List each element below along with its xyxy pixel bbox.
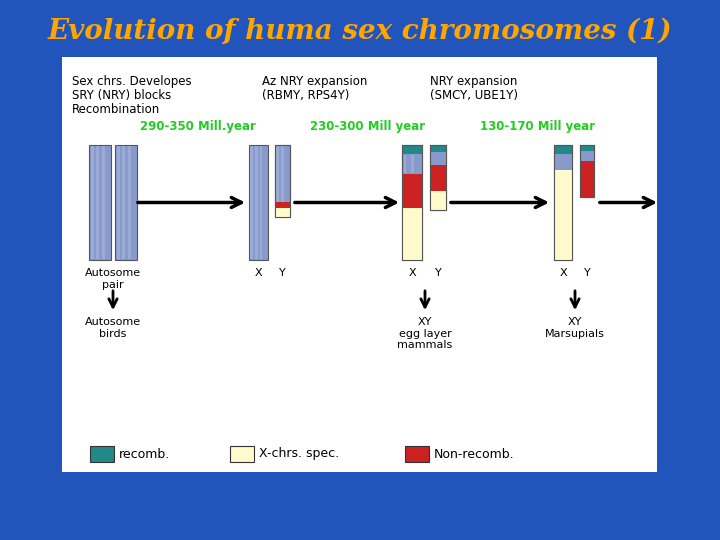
Bar xyxy=(248,145,268,260)
Bar xyxy=(89,145,111,260)
Bar xyxy=(402,145,422,260)
Text: XY
Marsupials: XY Marsupials xyxy=(545,317,605,339)
Bar xyxy=(115,145,137,260)
Bar xyxy=(430,145,446,210)
Bar xyxy=(276,146,279,216)
Bar xyxy=(403,155,406,173)
Text: X-chrs. spec.: X-chrs. spec. xyxy=(259,448,339,461)
Bar xyxy=(62,57,657,472)
Text: 230-300 Mill year: 230-300 Mill year xyxy=(310,120,425,133)
Text: X: X xyxy=(559,268,567,278)
Bar xyxy=(402,154,422,174)
Text: Sex chrs. Developes: Sex chrs. Developes xyxy=(72,75,192,88)
Bar xyxy=(554,145,572,260)
Text: 290-350 Mill.year: 290-350 Mill.year xyxy=(140,120,256,133)
Bar xyxy=(402,174,422,208)
Bar xyxy=(96,146,99,259)
Bar xyxy=(274,202,289,208)
Bar xyxy=(430,152,446,165)
Bar xyxy=(91,146,94,259)
Bar xyxy=(250,146,253,259)
Bar xyxy=(580,145,594,197)
Text: XY
egg layer
mammals: XY egg layer mammals xyxy=(397,317,453,350)
Bar xyxy=(554,145,572,154)
Text: Autosome
birds: Autosome birds xyxy=(85,317,141,339)
Bar xyxy=(580,151,594,160)
Bar xyxy=(580,145,594,151)
Bar xyxy=(430,145,446,210)
Bar xyxy=(430,165,446,191)
Text: SRY (NRY) blocks: SRY (NRY) blocks xyxy=(72,89,171,102)
Text: Y: Y xyxy=(435,268,441,278)
Bar xyxy=(102,146,105,259)
Text: recomb.: recomb. xyxy=(119,448,170,461)
Bar xyxy=(128,146,131,259)
Bar xyxy=(430,145,446,152)
Bar xyxy=(554,145,572,260)
Bar xyxy=(554,170,572,260)
Bar xyxy=(580,160,594,197)
Text: X: X xyxy=(408,268,416,278)
Text: Non-recomb.: Non-recomb. xyxy=(434,448,515,461)
Bar xyxy=(122,146,125,259)
Bar xyxy=(402,145,422,260)
Text: Az NRY expansion: Az NRY expansion xyxy=(262,75,367,88)
Bar xyxy=(282,146,284,216)
Text: NRY expansion: NRY expansion xyxy=(430,75,518,88)
Bar xyxy=(260,146,262,259)
Text: Evolution of huma sex chromosomes (1): Evolution of huma sex chromosomes (1) xyxy=(48,18,672,45)
Bar xyxy=(90,446,114,462)
Bar xyxy=(580,145,594,197)
Bar xyxy=(255,146,258,259)
Text: Y: Y xyxy=(279,268,285,278)
Text: Autosome
pair: Autosome pair xyxy=(85,268,141,289)
Bar xyxy=(402,208,422,260)
Text: Recombination: Recombination xyxy=(72,103,161,116)
Text: X: X xyxy=(254,268,262,278)
Bar xyxy=(117,146,120,259)
Bar xyxy=(274,145,289,217)
Text: Y: Y xyxy=(584,268,590,278)
Text: 130-170 Mill year: 130-170 Mill year xyxy=(480,120,595,133)
Text: (SMCY, UBE1Y): (SMCY, UBE1Y) xyxy=(430,89,518,102)
Bar xyxy=(405,446,429,462)
Text: (RBMY, RPS4Y): (RBMY, RPS4Y) xyxy=(262,89,349,102)
Bar xyxy=(411,155,413,173)
Bar xyxy=(230,446,254,462)
Bar xyxy=(274,145,289,217)
Bar xyxy=(554,154,572,170)
Bar xyxy=(402,145,422,154)
Bar xyxy=(274,208,289,217)
Bar xyxy=(430,191,446,210)
